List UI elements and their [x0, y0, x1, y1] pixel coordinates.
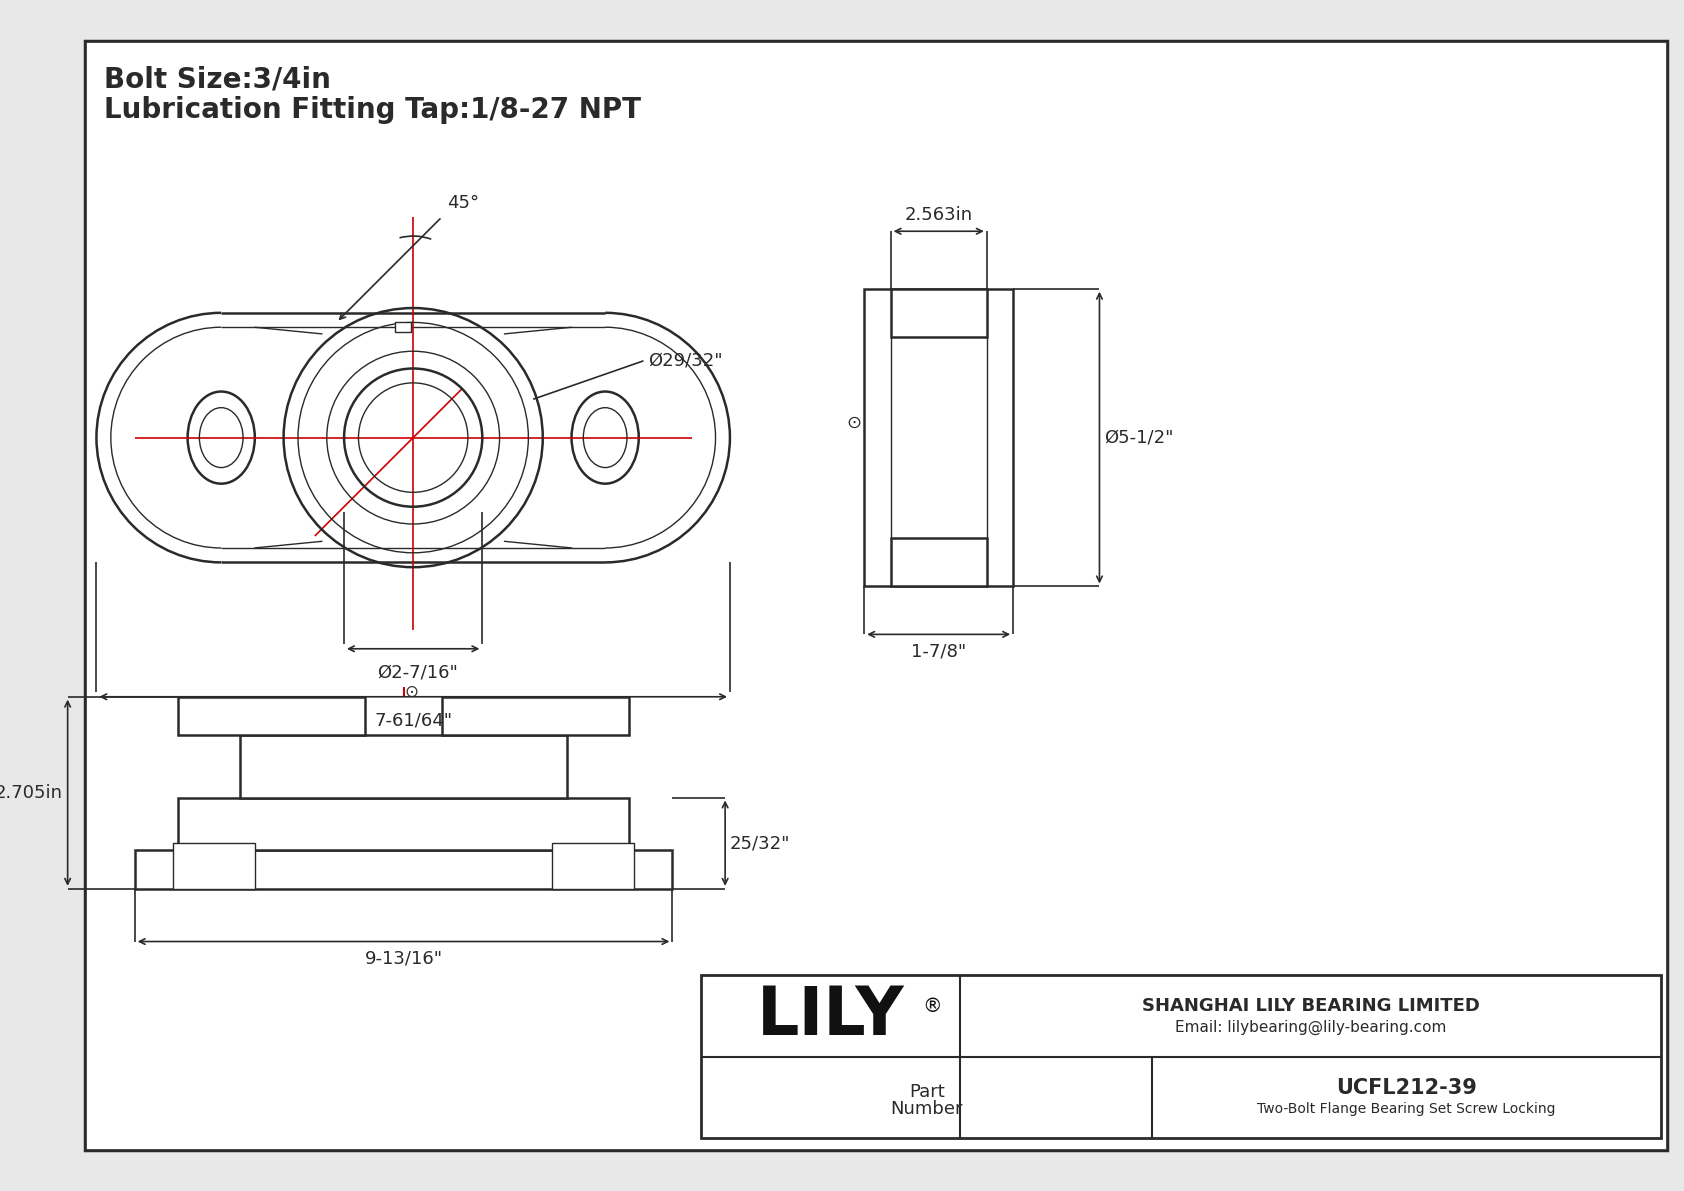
Bar: [173, 843, 254, 888]
Text: Email: lilybearing@lily-bearing.com: Email: lilybearing@lily-bearing.com: [1175, 1019, 1447, 1035]
Bar: [441, 697, 630, 735]
Bar: [864, 289, 1014, 586]
Bar: [552, 843, 633, 888]
Text: LILY: LILY: [756, 983, 904, 1049]
Ellipse shape: [187, 392, 254, 484]
Bar: [396, 323, 411, 332]
Bar: [179, 798, 630, 850]
Text: Lubrication Fitting Tap:1/8-27 NPT: Lubrication Fitting Tap:1/8-27 NPT: [104, 96, 642, 124]
Text: 2.705in: 2.705in: [0, 784, 62, 802]
Bar: [891, 289, 987, 337]
Text: 45°: 45°: [446, 194, 478, 212]
Text: ⊙: ⊙: [404, 682, 418, 701]
Text: Number: Number: [891, 1100, 963, 1118]
Text: ®: ®: [921, 997, 941, 1016]
Text: Ø2-7/16": Ø2-7/16": [377, 663, 458, 681]
Bar: [701, 975, 1660, 1139]
Text: 2.563in: 2.563in: [904, 206, 973, 224]
Text: UCFL212-39: UCFL212-39: [1335, 1078, 1477, 1098]
Text: Ø29/32": Ø29/32": [648, 351, 722, 370]
Text: Bolt Size:3/4in: Bolt Size:3/4in: [104, 66, 332, 93]
Bar: [891, 538, 987, 586]
Ellipse shape: [571, 392, 638, 484]
Bar: [135, 850, 672, 888]
Text: 1-7/8": 1-7/8": [911, 642, 967, 660]
Text: 25/32": 25/32": [729, 834, 790, 852]
Text: ⊙: ⊙: [847, 414, 862, 432]
Text: Two-Bolt Flange Bearing Set Screw Locking: Two-Bolt Flange Bearing Set Screw Lockin…: [1258, 1102, 1556, 1116]
Text: Ø5-1/2": Ø5-1/2": [1105, 429, 1174, 447]
Text: 9-13/16": 9-13/16": [364, 949, 443, 967]
Text: 7-61/64": 7-61/64": [374, 711, 453, 729]
Bar: [179, 697, 365, 735]
Bar: [241, 735, 568, 798]
Text: SHANGHAI LILY BEARING LIMITED: SHANGHAI LILY BEARING LIMITED: [1142, 997, 1480, 1015]
Text: Part: Part: [909, 1083, 945, 1100]
